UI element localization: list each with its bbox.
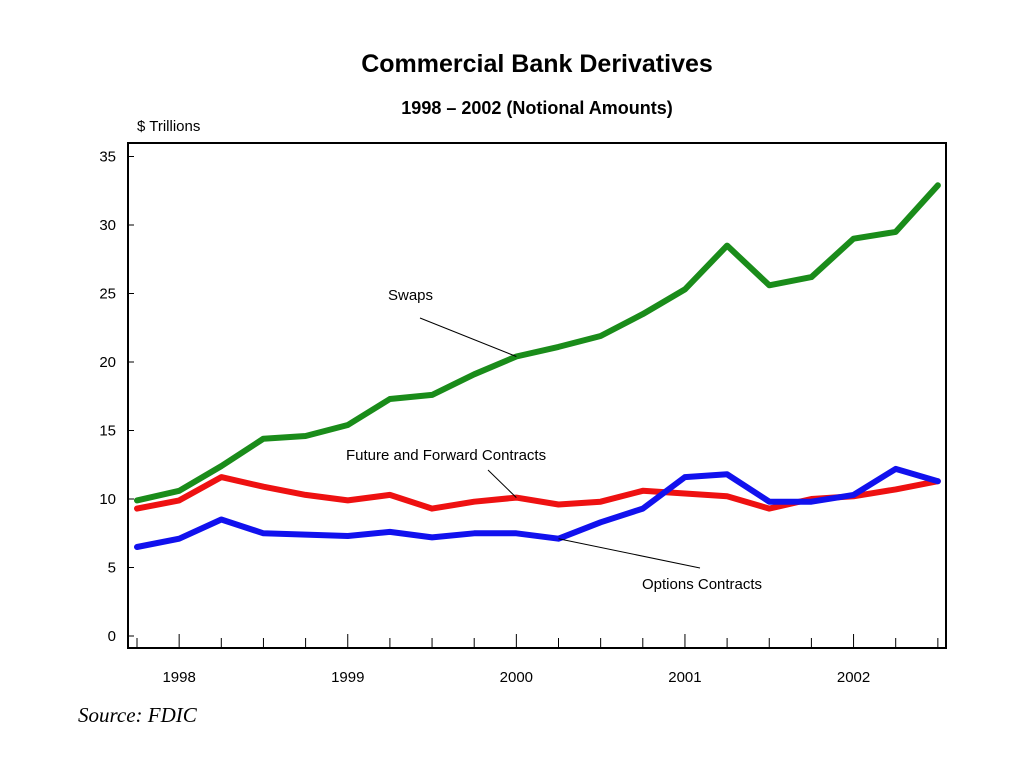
y-tick-label: 5 — [108, 560, 116, 577]
annotation-leader-line — [558, 538, 701, 569]
y-tick-label: 25 — [99, 286, 116, 303]
y-tick-label: 30 — [99, 217, 116, 234]
y-tick-label: 0 — [108, 628, 116, 645]
annotation-label: Swaps — [388, 287, 433, 304]
x-tick-label: 2002 — [837, 669, 870, 686]
annotation-leader-line — [487, 469, 517, 498]
series-line-options-contracts — [134, 465, 941, 550]
y-tick-label: 15 — [99, 423, 116, 440]
series-line-future-and-forward-contracts — [134, 474, 941, 512]
y-tick-label: 10 — [99, 491, 116, 508]
y-axis-label: $ Trillions — [137, 118, 201, 135]
annotation-leader-line — [419, 317, 517, 357]
y-tick-label: 35 — [99, 149, 116, 166]
chart-subtitle: 1998 – 2002 (Notional Amounts) — [401, 98, 673, 118]
x-tick-label: 1999 — [331, 669, 364, 686]
x-tick-label: 1998 — [162, 669, 195, 686]
line-chart: 0 5 10 15 20 25 30 35 1998 1999 2000 2001 2002 Swaps F… — [99, 142, 947, 686]
source-note: Source: FDIC — [78, 703, 197, 727]
plot-frame — [127, 142, 947, 649]
annotation-label: Future and Forward Contracts — [346, 447, 546, 464]
x-tick-label: 2001 — [668, 669, 701, 686]
x-tick-label: 2000 — [500, 669, 533, 686]
series-line-swaps — [134, 182, 941, 504]
y-tick-label: 20 — [99, 354, 116, 371]
chart-title: Commercial Bank Derivatives — [361, 50, 713, 78]
annotation-label: Options Contracts — [642, 576, 762, 593]
